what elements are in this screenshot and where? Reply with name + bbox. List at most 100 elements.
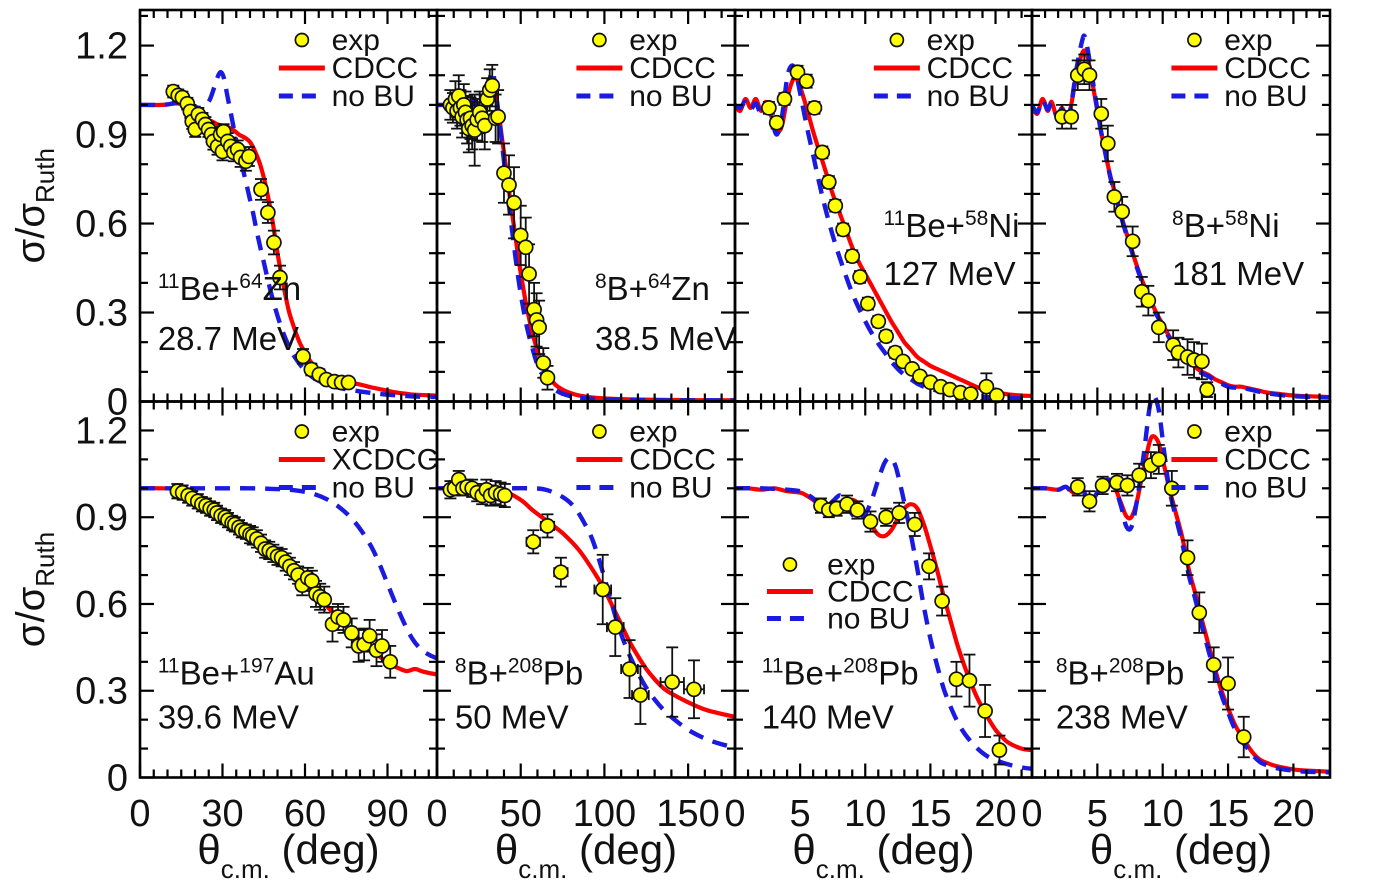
- axis-ticks: [435, 10, 735, 403]
- exp-point: [878, 509, 894, 526]
- system-label: 8B+208Pb: [455, 655, 583, 692]
- legend-exp-marker: [782, 557, 798, 572]
- legend-exp-label: exp: [332, 24, 380, 57]
- y-axis-title: σ/σRuth: [9, 148, 60, 263]
- legend-exp-label: exp: [1224, 416, 1272, 449]
- exp-point: [1114, 203, 1131, 220]
- y-axis-title: σ/σRuth: [9, 532, 60, 647]
- system-label: 11Be+64Zn: [158, 270, 301, 307]
- exp-point: [934, 593, 950, 609]
- exp-point: [553, 564, 569, 581]
- no-bu-curve: [734, 455, 1033, 771]
- energy-label: 28.7 MeV: [158, 320, 299, 357]
- exp-point: [539, 518, 556, 534]
- legend-exp-label: exp: [1224, 24, 1272, 57]
- exp-point: [374, 638, 390, 654]
- panel-frame: [1030, 400, 1332, 779]
- legend-model-label: XCDCC: [332, 444, 439, 477]
- exp-point: [484, 77, 501, 94]
- exp-point: [607, 619, 624, 635]
- exp-point: [948, 671, 965, 688]
- y-tick-label: 0.3: [75, 293, 128, 335]
- x-tick-label: 15: [909, 793, 951, 835]
- exp-point: [496, 487, 513, 504]
- legend-exp-marker: [1187, 32, 1202, 48]
- exp-points: [442, 77, 556, 386]
- legend-exp-marker: [294, 424, 310, 439]
- exp-point: [906, 516, 923, 533]
- exp-point: [1081, 493, 1098, 510]
- exp-point: [253, 181, 269, 198]
- legend-nobu-label: no BU: [629, 80, 712, 113]
- legend-exp-label: exp: [332, 416, 380, 449]
- x-tick-label: 0: [426, 793, 447, 835]
- exp-point: [1119, 477, 1136, 494]
- exp-point: [921, 558, 937, 575]
- energy-label: 50 MeV: [455, 699, 569, 736]
- axis-ticks: [435, 400, 735, 779]
- legend-nobu-label: no BU: [927, 80, 1010, 113]
- exp-point: [335, 612, 352, 628]
- x-tick-label: 10: [844, 793, 886, 835]
- legend-model-label: CDCC: [1224, 444, 1311, 477]
- exp-point: [1131, 467, 1148, 484]
- exp-point: [820, 174, 837, 190]
- axis-ticks: [733, 400, 1032, 779]
- x-tick-label: 15: [1207, 793, 1249, 835]
- legend-nobu-label: no BU: [1224, 472, 1307, 505]
- exp-point: [961, 672, 978, 689]
- axis-ticks: [1030, 400, 1330, 779]
- exp-points: [165, 83, 357, 391]
- exp-point: [1199, 381, 1215, 398]
- system-label: 8B+208Pb: [1056, 655, 1184, 692]
- exp-point: [1205, 656, 1222, 673]
- exp-point: [664, 674, 681, 690]
- x-axis-title: θc.m. (deg): [495, 826, 677, 884]
- exp-point: [870, 313, 887, 330]
- exp-point: [1191, 604, 1208, 621]
- energy-label: 140 MeV: [762, 699, 894, 736]
- exp-point: [1094, 477, 1111, 494]
- legend-exp-label: exp: [629, 416, 677, 449]
- x-tick-label: 0: [1021, 793, 1042, 835]
- exp-point: [1140, 292, 1157, 309]
- exp-point: [531, 319, 547, 336]
- legend-model-label: CDCC: [629, 52, 716, 85]
- legend-exp-marker: [592, 32, 607, 48]
- exp-point: [521, 266, 537, 282]
- x-tick-label: 50: [500, 793, 542, 835]
- y-tick-label: 0: [107, 382, 128, 424]
- legend-nobu-label: no BU: [332, 80, 415, 113]
- legend-nobu-label: no BU: [629, 472, 712, 505]
- y-tick-label: 0.9: [75, 115, 128, 157]
- legend-nobu-label: no BU: [1224, 80, 1307, 113]
- exp-point: [1194, 353, 1210, 370]
- legend-exp-marker: [889, 32, 905, 48]
- exp-point: [768, 114, 785, 131]
- exp-point: [862, 513, 879, 530]
- exp-point: [814, 144, 831, 161]
- y-tick-label: 0.3: [75, 671, 128, 713]
- exp-point: [860, 295, 876, 312]
- legend-model-label: CDCC: [629, 444, 716, 477]
- legend-model-label: CDCC: [927, 52, 1014, 85]
- x-tick-label: 20: [1272, 793, 1314, 835]
- energy-label: 181 MeV: [1172, 255, 1304, 292]
- exp-point: [798, 73, 815, 90]
- x-tick-label: 30: [201, 793, 243, 835]
- legend-exp-label: exp: [827, 549, 875, 582]
- legend-nobu-label: no BU: [332, 472, 415, 505]
- exp-point: [476, 117, 493, 134]
- system-label: 11Be+58Ni: [884, 207, 1020, 244]
- exp-point: [1179, 549, 1196, 566]
- exp-points: [761, 64, 1005, 404]
